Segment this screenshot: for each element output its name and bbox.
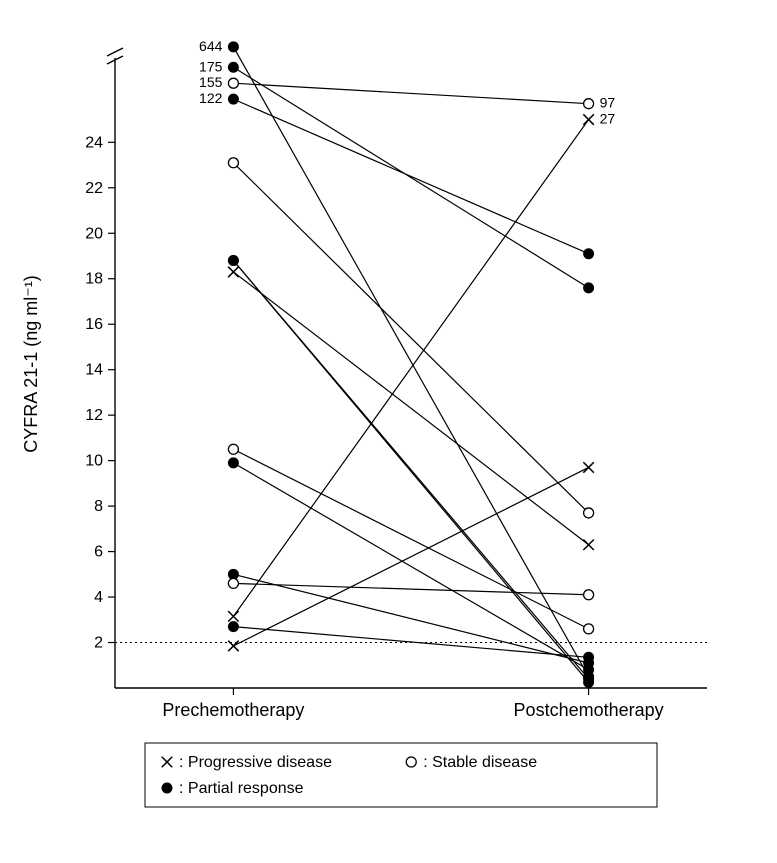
xcategory-label: Prechemotherapy	[162, 700, 304, 720]
ytick-label: 2	[94, 635, 103, 652]
marker-open-circle	[584, 590, 594, 600]
marker-filled-circle	[584, 283, 594, 293]
marker-filled-circle	[228, 94, 238, 104]
ytick-label: 4	[94, 589, 103, 606]
marker-open-circle	[228, 78, 238, 88]
point-label: 644	[199, 38, 223, 54]
marker-filled-circle	[584, 677, 594, 687]
marker-open-circle	[584, 624, 594, 634]
marker-open-circle	[584, 99, 594, 109]
chart-svg: 24681012141618202224PrechemotherapyPostc…	[0, 0, 777, 863]
marker-open-circle	[584, 508, 594, 518]
marker-filled-circle	[584, 652, 594, 662]
ytick-label: 14	[85, 362, 103, 379]
marker-filled-circle	[584, 249, 594, 259]
legend-label: : Partial response	[179, 780, 304, 797]
point-label: 122	[199, 90, 223, 106]
ytick-label: 12	[85, 407, 103, 424]
ytick-label: 24	[85, 134, 103, 151]
ytick-label: 22	[85, 180, 103, 197]
point-label: 175	[199, 58, 223, 74]
legend-label: : Stable disease	[423, 754, 537, 771]
marker-filled-circle	[228, 622, 238, 632]
ytick-label: 16	[85, 316, 103, 333]
marker-open-circle	[228, 158, 238, 168]
cyfra-chart: 24681012141618202224PrechemotherapyPostc…	[0, 0, 777, 863]
ytick-label: 8	[94, 498, 103, 515]
legend-label: : Progressive disease	[179, 754, 332, 771]
xcategory-label: Postchemotherapy	[514, 700, 664, 720]
marker-open-circle	[228, 578, 238, 588]
marker-filled-circle	[228, 62, 238, 72]
marker-open-circle	[228, 444, 238, 454]
ytick-label: 20	[85, 225, 103, 242]
ytick-label: 6	[94, 544, 103, 561]
ytick-label: 18	[85, 271, 103, 288]
point-label: 97	[600, 95, 616, 111]
marker-open-circle	[406, 757, 416, 767]
point-label: 155	[199, 74, 223, 90]
marker-filled-circle	[228, 42, 238, 52]
marker-filled-circle	[162, 783, 172, 793]
ytick-label: 10	[85, 453, 103, 470]
marker-filled-circle	[228, 458, 238, 468]
y-axis-label: CYFRA 21-1 (ng ml⁻¹)	[21, 275, 41, 453]
point-label: 27	[600, 111, 616, 127]
marker-filled-circle	[228, 256, 238, 266]
